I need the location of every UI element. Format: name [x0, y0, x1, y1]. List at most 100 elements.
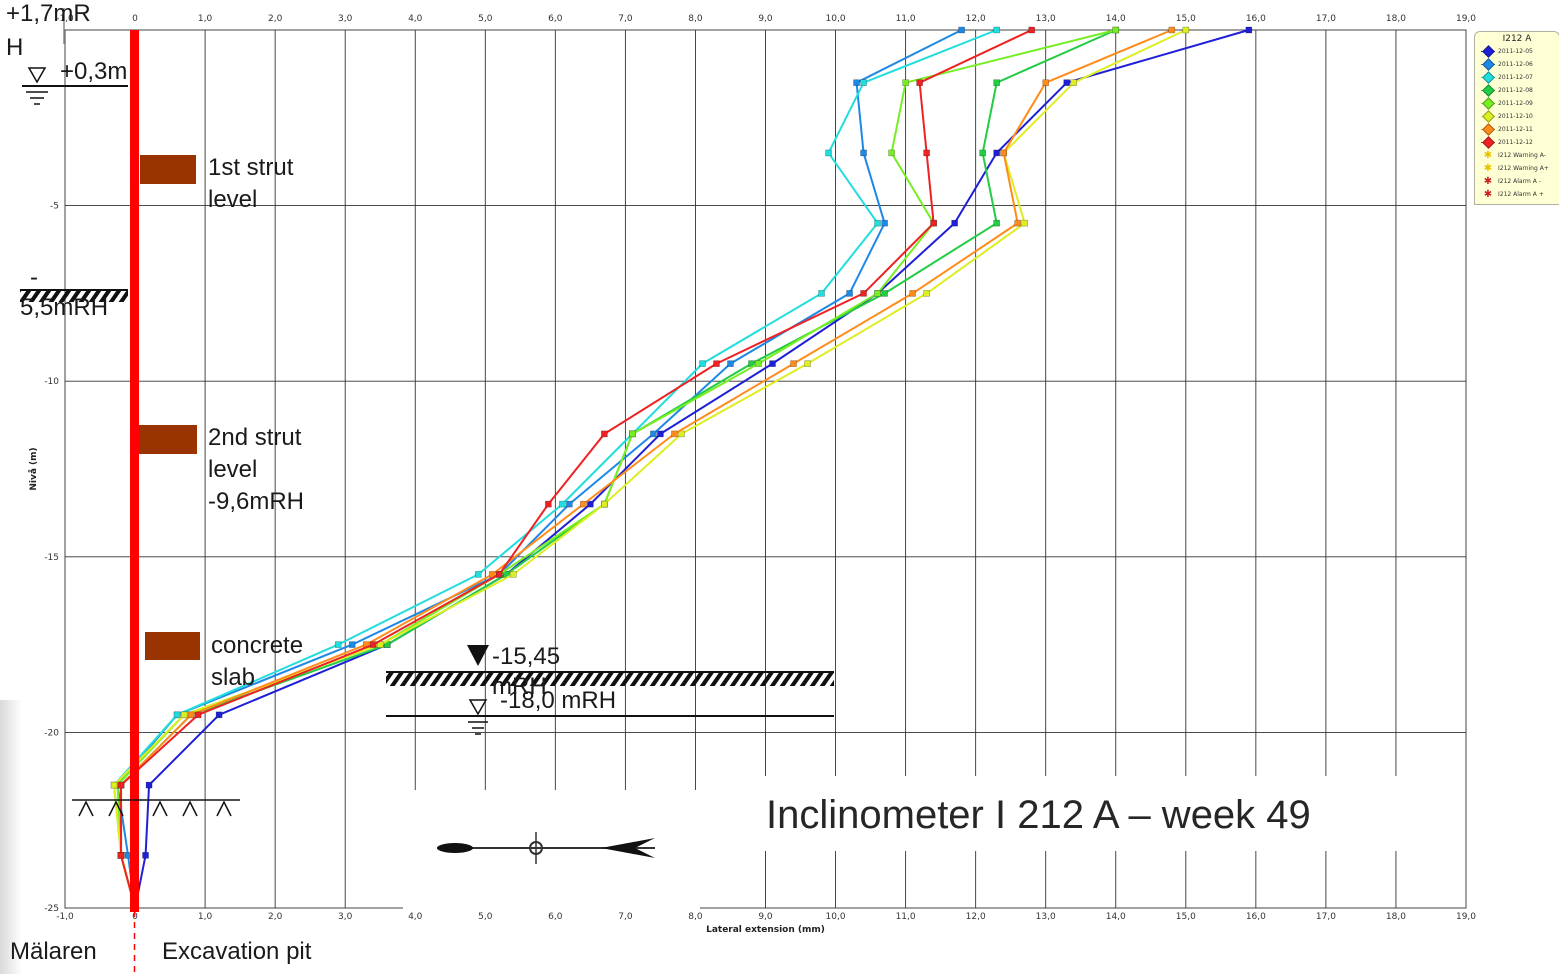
- x-tick-label-top: 6,0: [548, 14, 563, 24]
- x-tick-label: 12,0: [966, 912, 986, 922]
- malaren-label: Mälaren: [10, 938, 97, 965]
- x-tick-label-top: 4,0: [408, 14, 423, 24]
- legend-swatch: [1481, 110, 1495, 123]
- x-tick-label: 5,0: [478, 912, 493, 922]
- y-axis-label: Nivå (m): [28, 447, 39, 490]
- x-tick-label-top: 1,0: [198, 14, 213, 24]
- water-level-top-label: +0,3m: [60, 58, 128, 85]
- x-tick-label: 3,0: [338, 912, 353, 922]
- data-point: [1063, 79, 1071, 86]
- rock-symbol: [182, 800, 198, 817]
- data-point: [902, 79, 909, 86]
- data-point: [769, 360, 776, 367]
- series-line: [113, 29, 1187, 909]
- x-tick-label-top: 5,0: [478, 14, 493, 24]
- y-tick-label: -15: [44, 553, 59, 563]
- excavation-level-label-cont: mRH: [492, 673, 547, 700]
- data-point: [881, 219, 888, 227]
- rock-symbol: [152, 800, 168, 817]
- x-tick-label: 4,0: [408, 912, 423, 922]
- legend-swatch: [1481, 58, 1495, 71]
- data-point: [860, 149, 867, 157]
- legend-swatch: [1481, 123, 1495, 136]
- legend-label: 2011-12-08: [1498, 87, 1533, 94]
- excavation-bottom-hatch: [386, 672, 834, 686]
- x-axis-label: Lateral extension (mm): [706, 925, 825, 935]
- data-point: [496, 571, 503, 578]
- data-point: [117, 781, 125, 789]
- data-point: [993, 149, 1000, 157]
- data-point: [566, 500, 573, 508]
- x-tick-label: 19,0: [1456, 912, 1476, 922]
- strut-2-label: 2nd strut: [208, 424, 302, 451]
- x-tick-label: 8,0: [688, 912, 703, 922]
- x-tick-label: 15,0: [1176, 912, 1196, 922]
- data-point: [993, 219, 1000, 227]
- x-tick-label: 7,0: [618, 912, 633, 922]
- data-point: [1112, 26, 1120, 34]
- data-point: [993, 26, 1000, 34]
- legend-item: 2011-12-08: [1481, 84, 1559, 97]
- data-point: [545, 500, 552, 508]
- data-point: [369, 641, 377, 648]
- legend-item: 2011-12-06: [1481, 58, 1559, 71]
- data-point: [916, 79, 923, 86]
- data-point: [215, 711, 223, 719]
- concrete-slab-block: [145, 632, 200, 660]
- legend-label: 2011-12-12: [1498, 139, 1533, 146]
- legend-item: ✱ I212 Warning A-: [1481, 150, 1559, 161]
- data-point: [923, 290, 930, 297]
- legend-star-icon: ✱: [1483, 189, 1493, 200]
- data-point: [853, 79, 860, 86]
- x-tick-label-top: -1,0: [56, 14, 74, 24]
- data-point: [874, 219, 881, 227]
- data-point: [110, 781, 118, 789]
- x-tick-label: 2,0: [268, 912, 283, 922]
- legend-item: 2011-12-10: [1481, 110, 1559, 123]
- x-tick-label-top: 0: [132, 14, 138, 24]
- data-point: [923, 149, 930, 157]
- left-edge-shade: [0, 700, 22, 974]
- concrete-slab-label-cont: slab: [211, 664, 256, 691]
- x-tick-label-top: 17,0: [1316, 14, 1336, 24]
- data-point: [909, 290, 916, 297]
- legend-swatch: [1481, 84, 1495, 97]
- legend-item: ✱ I212 Alarm A +: [1481, 189, 1559, 200]
- data-point: [657, 430, 664, 438]
- legend-label: 2011-12-06: [1498, 61, 1533, 68]
- data-point: [846, 290, 853, 297]
- data-point: [559, 500, 566, 508]
- excavation-level-label: -15,45: [492, 643, 561, 670]
- top-level-label-cont: H: [6, 34, 24, 61]
- legend-star-icon: ✱: [1483, 163, 1493, 174]
- data-point: [1021, 219, 1028, 227]
- x-tick-label-top: 2,0: [268, 14, 283, 24]
- x-tick-label: 6,0: [548, 912, 563, 922]
- x-tick-label-top: 14,0: [1106, 14, 1126, 24]
- legend-item: 2011-12-12: [1481, 136, 1559, 149]
- x-tick-label: 13,0: [1036, 912, 1056, 922]
- diaphragm-wall: [130, 30, 139, 912]
- data-point: [818, 290, 825, 297]
- rock-symbol: [78, 800, 94, 817]
- legend-swatch: [1481, 71, 1495, 84]
- data-point: [510, 571, 517, 578]
- x-tick-label-top: 12,0: [966, 14, 986, 24]
- legend-label: I212 Alarm A +: [1498, 191, 1544, 198]
- excavation-level-triangle: [467, 645, 489, 666]
- inclinometer-probe-figure: [403, 790, 700, 910]
- data-point: [790, 360, 797, 367]
- data-point: [145, 781, 153, 789]
- data-point: [1070, 79, 1078, 86]
- series-line: [116, 29, 1116, 909]
- concrete-slab-label: concrete: [211, 632, 304, 659]
- data-point: [860, 290, 867, 297]
- data-point: [958, 26, 965, 34]
- data-point: [650, 430, 657, 438]
- title-box: [746, 776, 1418, 851]
- data-point: [951, 219, 958, 227]
- x-tick-label-top: 10,0: [826, 14, 846, 24]
- water-level-bottom-label: -18,0 mRH: [500, 687, 617, 714]
